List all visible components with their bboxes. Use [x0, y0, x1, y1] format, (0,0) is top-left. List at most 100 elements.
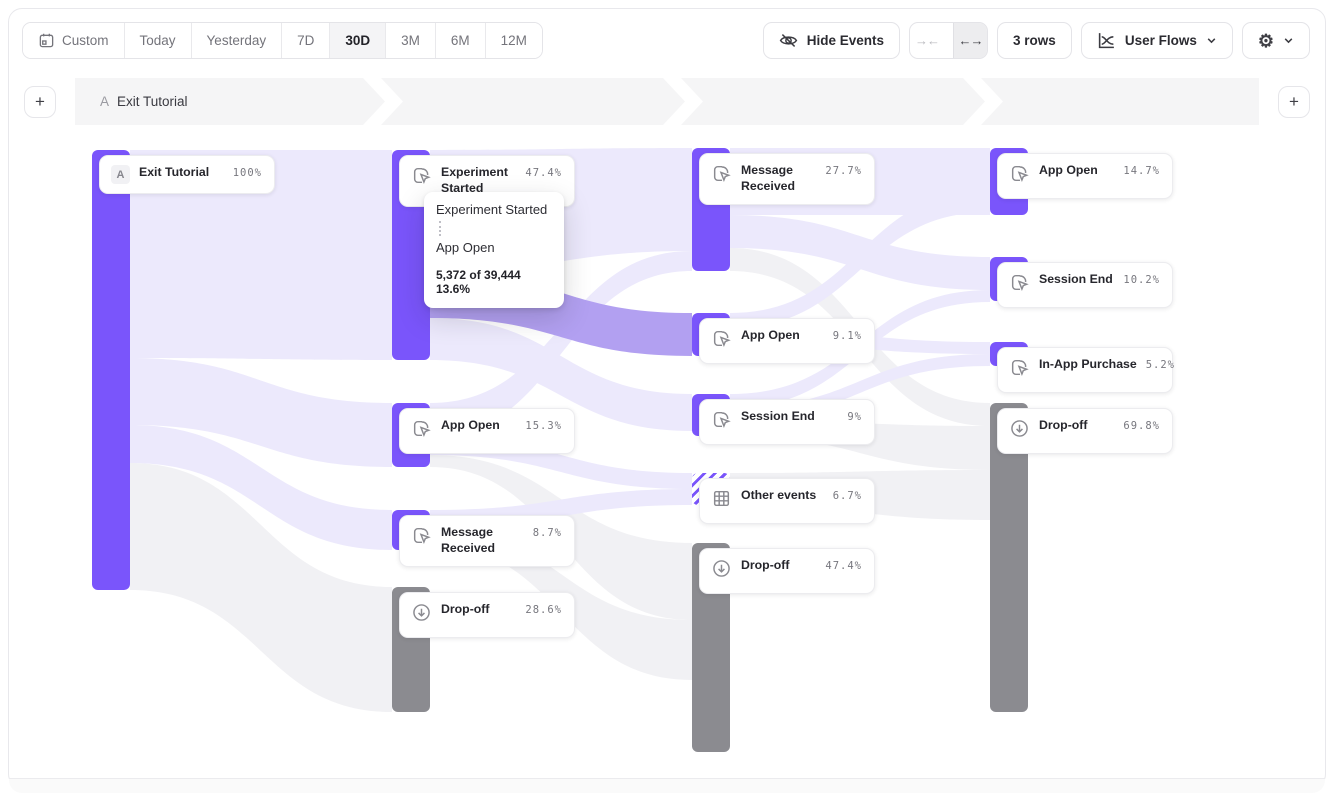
node-label: Other events — [741, 488, 817, 502]
node-card-app-open-3[interactable]: App Open 9.1% — [699, 318, 875, 364]
chevron-down-icon — [1206, 35, 1217, 46]
sankey-bar-drop-off-4[interactable] — [990, 403, 1028, 712]
calendar-icon — [38, 32, 55, 49]
node-percentage: 8.7% — [532, 527, 562, 539]
date-range-button-3m[interactable]: 3M — [386, 23, 436, 58]
spacing-toggle: →← ←→ — [909, 22, 989, 59]
steps-bar[interactable]: A Exit Tutorial — [75, 78, 1259, 125]
node-percentage: 9.1% — [832, 330, 862, 342]
node-percentage: 10.2% — [1123, 274, 1160, 286]
view-type-dropdown[interactable]: User Flows — [1080, 22, 1233, 59]
date-range-label: Today — [139, 33, 176, 48]
node-card-in-app-purchase-4[interactable]: In-App Purchase 5.2% — [997, 347, 1176, 393]
toolbar-right: Hide Events →← ←→ 3 rows User Flows ⚙ — [762, 22, 1310, 59]
node-card-session-end-4[interactable]: Session End 10.2% — [997, 262, 1173, 308]
node-percentage: 27.7% — [825, 165, 862, 177]
step-letter-badge: A — [111, 165, 130, 184]
date-range-button-today[interactable]: Today — [124, 23, 192, 58]
node-label: Drop-off — [1039, 418, 1088, 432]
step-badge-letter: A — [100, 94, 110, 109]
tooltip-connector-line — [439, 221, 441, 237]
node-card-app-open-2[interactable]: App Open 15.3% — [399, 408, 575, 454]
gear-icon: ⚙ — [1257, 30, 1274, 51]
node-label: Drop-off — [441, 602, 490, 616]
node-card-drop-off-4[interactable]: Drop-off 69.8% — [997, 408, 1173, 454]
node-label: App Open — [741, 328, 800, 342]
add-step-right-button[interactable]: + — [1278, 86, 1310, 118]
canvas-card — [8, 8, 1326, 788]
settings-dropdown[interactable]: ⚙ — [1241, 22, 1310, 59]
node-percentage: 47.4% — [825, 560, 862, 572]
step-name: Exit Tutorial — [117, 94, 188, 109]
node-label: App Open — [1039, 163, 1098, 177]
event-click-icon — [711, 409, 732, 435]
date-range-label: Custom — [62, 33, 109, 48]
node-percentage: 28.6% — [525, 604, 562, 616]
event-click-icon — [1009, 357, 1030, 383]
date-range-label: 30D — [345, 33, 371, 48]
entry-step-badge: A — [111, 165, 130, 184]
node-label: Message Received — [441, 525, 496, 555]
rows-button[interactable]: 3 rows — [997, 22, 1072, 59]
node-card-exit-tutorial[interactable]: A Exit Tutorial 100% — [99, 155, 275, 194]
view-type-label: User Flows — [1124, 33, 1197, 48]
node-percentage: 5.2% — [1145, 359, 1176, 371]
add-step-left-button[interactable]: + — [24, 86, 56, 118]
node-label: Session End — [1039, 272, 1113, 286]
drop-off-icon — [711, 558, 732, 584]
sankey-bar-exit-tutorial[interactable] — [92, 150, 130, 590]
node-label: Experiment Started — [441, 165, 508, 195]
horizontal-scrollbar-track[interactable] — [9, 778, 1325, 793]
node-card-other-events-3[interactable]: Other events 6.7% — [699, 478, 875, 524]
node-percentage: 15.3% — [525, 420, 562, 432]
event-click-icon — [411, 165, 432, 191]
node-percentage: 47.4% — [525, 167, 562, 179]
date-range-button-yesterday[interactable]: Yesterday — [191, 23, 283, 58]
node-percentage: 100% — [232, 167, 262, 179]
step-segment-label: A Exit Tutorial — [100, 78, 188, 125]
step-chevron-icon — [963, 78, 1003, 125]
event-click-icon — [411, 525, 432, 551]
arrows-expand-icon[interactable]: ←→ — [953, 23, 988, 58]
date-range-label: 6M — [450, 33, 470, 48]
event-click-icon — [1009, 163, 1030, 189]
node-label: Exit Tutorial — [139, 165, 210, 179]
tooltip-stats: 5,372 of 39,444 13.6% — [436, 267, 521, 296]
event-click-icon — [1009, 272, 1030, 298]
date-range-button-12m[interactable]: 12M — [485, 23, 542, 58]
date-range-button-custom[interactable]: Custom — [23, 23, 125, 58]
chevron-down-icon — [1283, 35, 1294, 46]
date-range-button-30d[interactable]: 30D — [330, 23, 387, 58]
event-click-icon — [711, 328, 732, 354]
node-percentage: 69.8% — [1123, 420, 1160, 432]
node-card-session-end-3[interactable]: Session End 9% — [699, 399, 875, 445]
date-range-label: 12M — [500, 33, 527, 48]
node-card-drop-off-2[interactable]: Drop-off 28.6% — [399, 592, 575, 638]
date-range-label: 3M — [401, 33, 420, 48]
event-click-icon — [411, 418, 432, 444]
tooltip-target-event: App Open — [436, 240, 495, 256]
date-range-label: 7D — [297, 33, 315, 48]
step-chevron-icon — [663, 78, 703, 125]
node-card-message-received-3[interactable]: Message Received 27.7% — [699, 153, 875, 205]
node-card-message-received-2[interactable]: Message Received 8.7% — [399, 515, 575, 567]
eye-off-icon — [779, 31, 798, 50]
date-range-label: Yesterday — [206, 33, 267, 48]
hide-events-button[interactable]: Hide Events — [762, 22, 901, 59]
node-card-app-open-4[interactable]: App Open 14.7% — [997, 153, 1173, 199]
node-label: In-App Purchase — [1039, 357, 1137, 371]
node-card-drop-off-3[interactable]: Drop-off 47.4% — [699, 548, 875, 594]
rows-label: 3 rows — [1013, 33, 1056, 48]
node-percentage: 14.7% — [1123, 165, 1160, 177]
date-range-button-6m[interactable]: 6M — [435, 23, 486, 58]
date-range-button-7d[interactable]: 7D — [282, 23, 331, 58]
node-label: App Open — [441, 418, 500, 432]
node-label: Drop-off — [741, 558, 790, 572]
node-percentage: 9% — [847, 411, 862, 423]
drop-off-icon — [1009, 418, 1030, 444]
arrows-collapse-icon[interactable]: →← — [915, 33, 940, 48]
flows-chart-icon — [1097, 31, 1116, 50]
other-events-grid-icon — [711, 488, 732, 514]
flow-tooltip: Experiment Started App Open 5,372 of 39,… — [424, 192, 564, 308]
event-click-icon — [711, 163, 732, 189]
